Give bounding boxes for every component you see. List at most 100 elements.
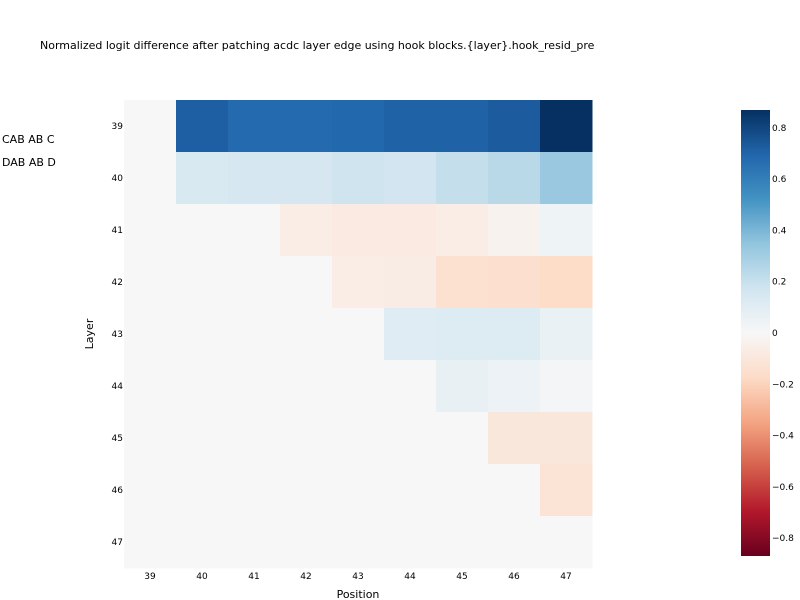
heatmap-cell-43-39 (124, 308, 177, 361)
heatmap-cell-44-43 (332, 360, 385, 413)
x-axis-title: Position (337, 588, 380, 600)
heatmap-cell-43-44 (384, 308, 437, 361)
heatmap-cell-44-39 (124, 360, 177, 413)
y-tick-label: 44 (112, 382, 124, 392)
colorbar (741, 110, 770, 556)
heatmap-cell-47-45 (436, 516, 489, 569)
heatmap-cell-41-44 (384, 204, 437, 257)
heatmap-cell-39-47 (540, 100, 593, 153)
y-axis-title: Layer (83, 318, 96, 349)
heatmap-cell-42-45 (436, 256, 489, 309)
heatmap-cell-45-40 (176, 412, 229, 465)
colorbar-tick-label: −0.4 (772, 432, 794, 442)
heatmap-cell-42-41 (228, 256, 281, 309)
heatmap-cell-47-42 (280, 516, 333, 569)
heatmap-cell-42-44 (384, 256, 437, 309)
heatmap-cell-42-46 (488, 256, 541, 309)
heatmap-cell-45-44 (384, 412, 437, 465)
heatmap-cell-40-47 (540, 152, 593, 205)
chart-title: Normalized logit difference after patchi… (40, 39, 595, 52)
heatmap-cell-47-46 (488, 516, 541, 569)
colorbar-tick-label: 0.4 (772, 226, 787, 236)
heatmap-cell-45-41 (228, 412, 281, 465)
heatmap-cell-44-45 (436, 360, 489, 413)
heatmap-cell-44-42 (280, 360, 333, 413)
heatmap-cell-40-43 (332, 152, 385, 205)
heatmap-cell-42-39 (124, 256, 177, 309)
heatmap-cell-41-42 (280, 204, 333, 257)
heatmap-cell-39-40 (176, 100, 229, 153)
heatmap-cell-44-44 (384, 360, 437, 413)
heatmap-cell-41-47 (540, 204, 593, 257)
heatmap-cell-47-40 (176, 516, 229, 569)
heatmap-cell-40-46 (488, 152, 541, 205)
heatmap-cell-39-45 (436, 100, 489, 153)
heatmap-cell-40-44 (384, 152, 437, 205)
colorbar-tick-label: −0.6 (772, 483, 794, 493)
x-tick-label: 41 (248, 572, 259, 582)
heatmap-cell-44-41 (228, 360, 281, 413)
heatmap-cell-47-44 (384, 516, 437, 569)
x-tick-label: 39 (144, 572, 156, 582)
side-label-2: DAB AB D (2, 156, 56, 169)
heatmap-cell-47-39 (124, 516, 177, 569)
colorbar-tick-label: 0.6 (772, 175, 787, 185)
heatmap-cell-41-39 (124, 204, 177, 257)
y-tick-label: 41 (112, 226, 123, 236)
heatmap-cell-43-41 (228, 308, 281, 361)
heatmap-cell-43-43 (332, 308, 385, 361)
heatmap-cell-42-43 (332, 256, 385, 309)
heatmap-cell-46-43 (332, 464, 385, 517)
heatmap-cell-39-42 (280, 100, 333, 153)
colorbar-tick-label: 0.8 (772, 124, 787, 134)
heatmap-cell-39-46 (488, 100, 541, 153)
heatmap-cell-41-46 (488, 204, 541, 257)
heatmap-cell-42-40 (176, 256, 229, 309)
heatmap-cell-43-46 (488, 308, 541, 361)
colorbar-tick-label: 0 (772, 329, 778, 339)
colorbar-tick-label: −0.8 (772, 534, 794, 544)
heatmap-cell-41-43 (332, 204, 385, 257)
x-tick-label: 42 (300, 572, 311, 582)
heatmap-cell-44-40 (176, 360, 229, 413)
heatmap-cell-43-45 (436, 308, 489, 361)
y-tick-label: 43 (112, 330, 123, 340)
y-tick-label: 42 (112, 278, 123, 288)
heatmap-cell-40-41 (228, 152, 281, 205)
x-tick-label: 40 (196, 572, 208, 582)
heatmap-cell-43-40 (176, 308, 229, 361)
y-tick-label: 39 (112, 122, 124, 132)
heatmap-cell-39-41 (228, 100, 281, 153)
heatmap-cell-47-41 (228, 516, 281, 569)
heatmap-cell-40-45 (436, 152, 489, 205)
heatmap-cell-47-43 (332, 516, 385, 569)
x-tick-label: 46 (508, 572, 520, 582)
heatmap-cell-45-39 (124, 412, 177, 465)
heatmap-cell-46-39 (124, 464, 177, 517)
x-tick-label: 43 (352, 572, 363, 582)
y-tick-label: 47 (112, 538, 123, 548)
heatmap-cell-46-42 (280, 464, 333, 517)
heatmap-cell-45-42 (280, 412, 333, 465)
heatmap-cell-45-45 (436, 412, 489, 465)
heatmap-cell-40-40 (176, 152, 229, 205)
colorbar-tick-label: 0.2 (772, 278, 786, 288)
y-tick-label: 40 (112, 174, 124, 184)
heatmap-cell-46-45 (436, 464, 489, 517)
heatmap-cell-46-40 (176, 464, 229, 517)
heatmap-cell-39-43 (332, 100, 385, 153)
x-tick-label: 45 (456, 572, 467, 582)
heatmap-cell-44-46 (488, 360, 541, 413)
heatmap-cell-42-42 (280, 256, 333, 309)
y-tick-label: 45 (112, 434, 123, 444)
heatmap-cell-47-47 (540, 516, 593, 569)
heatmap-cell-39-44 (384, 100, 437, 153)
heatmap-cell-41-40 (176, 204, 229, 257)
heatmap-cell-40-39 (124, 152, 177, 205)
heatmap-cell-45-43 (332, 412, 385, 465)
heatmap-cell-45-46 (488, 412, 541, 465)
heatmap-cell-45-47 (540, 412, 593, 465)
heatmap-cell-41-45 (436, 204, 489, 257)
heatmap-cell-46-47 (540, 464, 593, 517)
